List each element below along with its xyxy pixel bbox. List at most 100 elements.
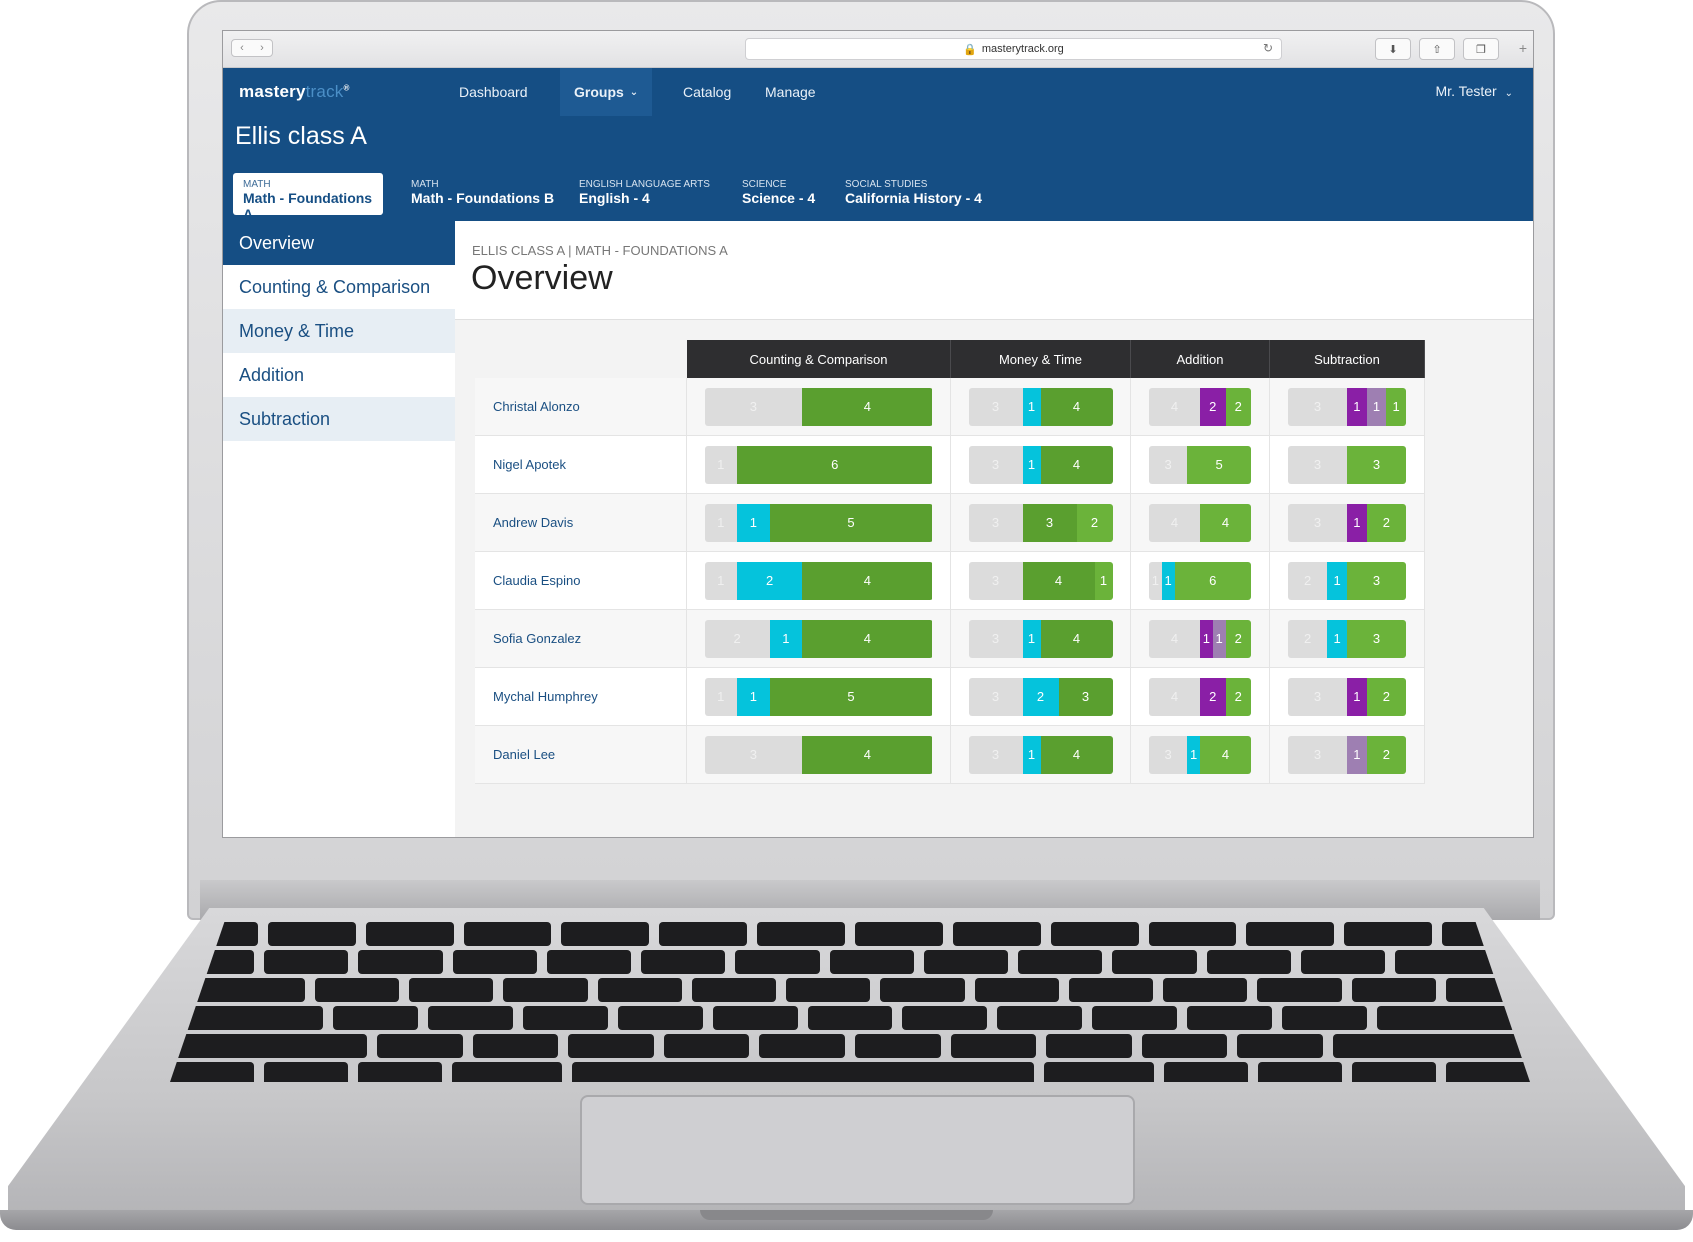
nav-groups[interactable]: Groups ⌄ — [560, 68, 653, 116]
mastery-segment: 3 — [1022, 503, 1077, 542]
screen: ‹ › 🔒 masterytrack.org ↻ ⬇ ⇧ ❐ + mastery… — [222, 30, 1534, 838]
tab-english-4[interactable]: ENGLISH LANGUAGE ARTS English - 4 — [569, 173, 720, 215]
student-name[interactable]: Christal Alonzo — [475, 378, 687, 435]
student-name[interactable]: Daniel Lee — [475, 726, 687, 783]
student-name[interactable]: Mychal Humphrey — [475, 668, 687, 725]
sidebar: Overview Counting & Comparison Money & T… — [223, 221, 455, 837]
sidebar-item-money-time[interactable]: Money & Time — [223, 309, 455, 353]
tab-math-foundations-b[interactable]: MATH Math - Foundations B — [401, 173, 564, 215]
mastery-segment: 1 — [704, 677, 738, 716]
new-tab-icon[interactable]: + — [1518, 40, 1527, 56]
mastery-segment: 1 — [1161, 561, 1175, 600]
student-name[interactable]: Andrew Davis — [475, 494, 687, 551]
tab-name: English - 4 — [579, 190, 650, 206]
tab-category: SOCIAL STUDIES — [845, 179, 928, 190]
column-header[interactable]: Money & Time — [951, 340, 1131, 378]
tab-name: Math - Foundations A — [243, 190, 373, 222]
student-name[interactable]: Claudia Espino — [475, 552, 687, 609]
sidebar-item-overview[interactable]: Overview — [223, 221, 455, 265]
back-icon[interactable]: ‹ — [240, 42, 244, 54]
mastery-segment: 3 — [968, 387, 1023, 426]
mastery-segment: 1 — [1212, 619, 1226, 658]
column-header[interactable]: Counting & Comparison — [687, 340, 951, 378]
mastery-segment: 2 — [704, 619, 770, 658]
mastery-segment: 5 — [769, 503, 933, 542]
tab-name: California History - 4 — [845, 190, 982, 206]
lock-icon: 🔒 — [963, 43, 977, 56]
column-header[interactable]: Addition — [1131, 340, 1270, 378]
app-logo[interactable]: masterytrack® — [239, 82, 350, 101]
sidebar-item-subtraction[interactable]: Subtraction — [223, 397, 455, 441]
tab-science-4[interactable]: SCIENCE Science - 4 — [732, 173, 825, 215]
nav-manage[interactable]: Manage — [765, 84, 816, 100]
mastery-segment: 1 — [1149, 561, 1162, 600]
download-icon[interactable]: ⬇ — [1375, 38, 1411, 60]
browser-toolbar: ‹ › 🔒 masterytrack.org ↻ ⬇ ⇧ ❐ + — [223, 31, 1533, 68]
grid-body: Christal Alonzo 3 4 3 1 4 4 2 2 3 1 1 1 Nigel Apotek 1… — [475, 378, 1425, 784]
user-menu[interactable]: Mr. Tester ⌄ — [1436, 83, 1513, 99]
logo-primary: mastery — [239, 82, 306, 101]
mastery-segment: 5 — [769, 677, 933, 716]
sidebar-item-counting-comparison[interactable]: Counting & Comparison — [239, 276, 431, 297]
mastery-segment: 3 — [1149, 735, 1188, 774]
mastery-segment: 2 — [1288, 619, 1328, 658]
mastery-segment: 2 — [1076, 503, 1113, 542]
tab-california-history-4[interactable]: SOCIAL STUDIES California History - 4 — [835, 173, 992, 215]
mastery-segment: 3 — [1288, 503, 1347, 542]
student-name[interactable]: Sofia Gonzalez — [475, 610, 687, 667]
tab-math-foundations-a[interactable]: MATH Math - Foundations A — [233, 173, 383, 222]
mastery-segment: 4 — [1040, 619, 1113, 658]
mastery-segment: 1 — [737, 503, 770, 542]
address-bar[interactable]: 🔒 masterytrack.org ↻ — [745, 38, 1282, 60]
student-row: Daniel Lee 3 4 3 1 4 3 1 4 3 1 2 — [475, 726, 1425, 784]
laptop-notch — [700, 1210, 993, 1220]
student-name[interactable]: Nigel Apotek — [475, 436, 687, 493]
nav-catalog[interactable]: Catalog — [683, 84, 732, 100]
forward-icon[interactable]: › — [260, 42, 264, 54]
mastery-segment: 2 — [1022, 677, 1059, 716]
class-header: Ellis class A MATH Math - Foundations A … — [223, 116, 1533, 222]
reload-icon[interactable]: ↻ — [1262, 41, 1273, 55]
nav-dashboard[interactable]: Dashboard — [459, 84, 528, 100]
mastery-segment: 3 — [1346, 619, 1406, 658]
tabs-icon[interactable]: ❐ — [1463, 38, 1499, 60]
sidebar-item-addition[interactable]: Addition — [239, 364, 305, 385]
column-header[interactable]: Subtraction — [1270, 340, 1425, 378]
nav-groups-label: Groups — [574, 84, 624, 100]
main-header: ELLIS CLASS A | MATH - FOUNDATIONS A Ove… — [455, 221, 1533, 320]
share-icon[interactable]: ⇧ — [1419, 38, 1455, 60]
